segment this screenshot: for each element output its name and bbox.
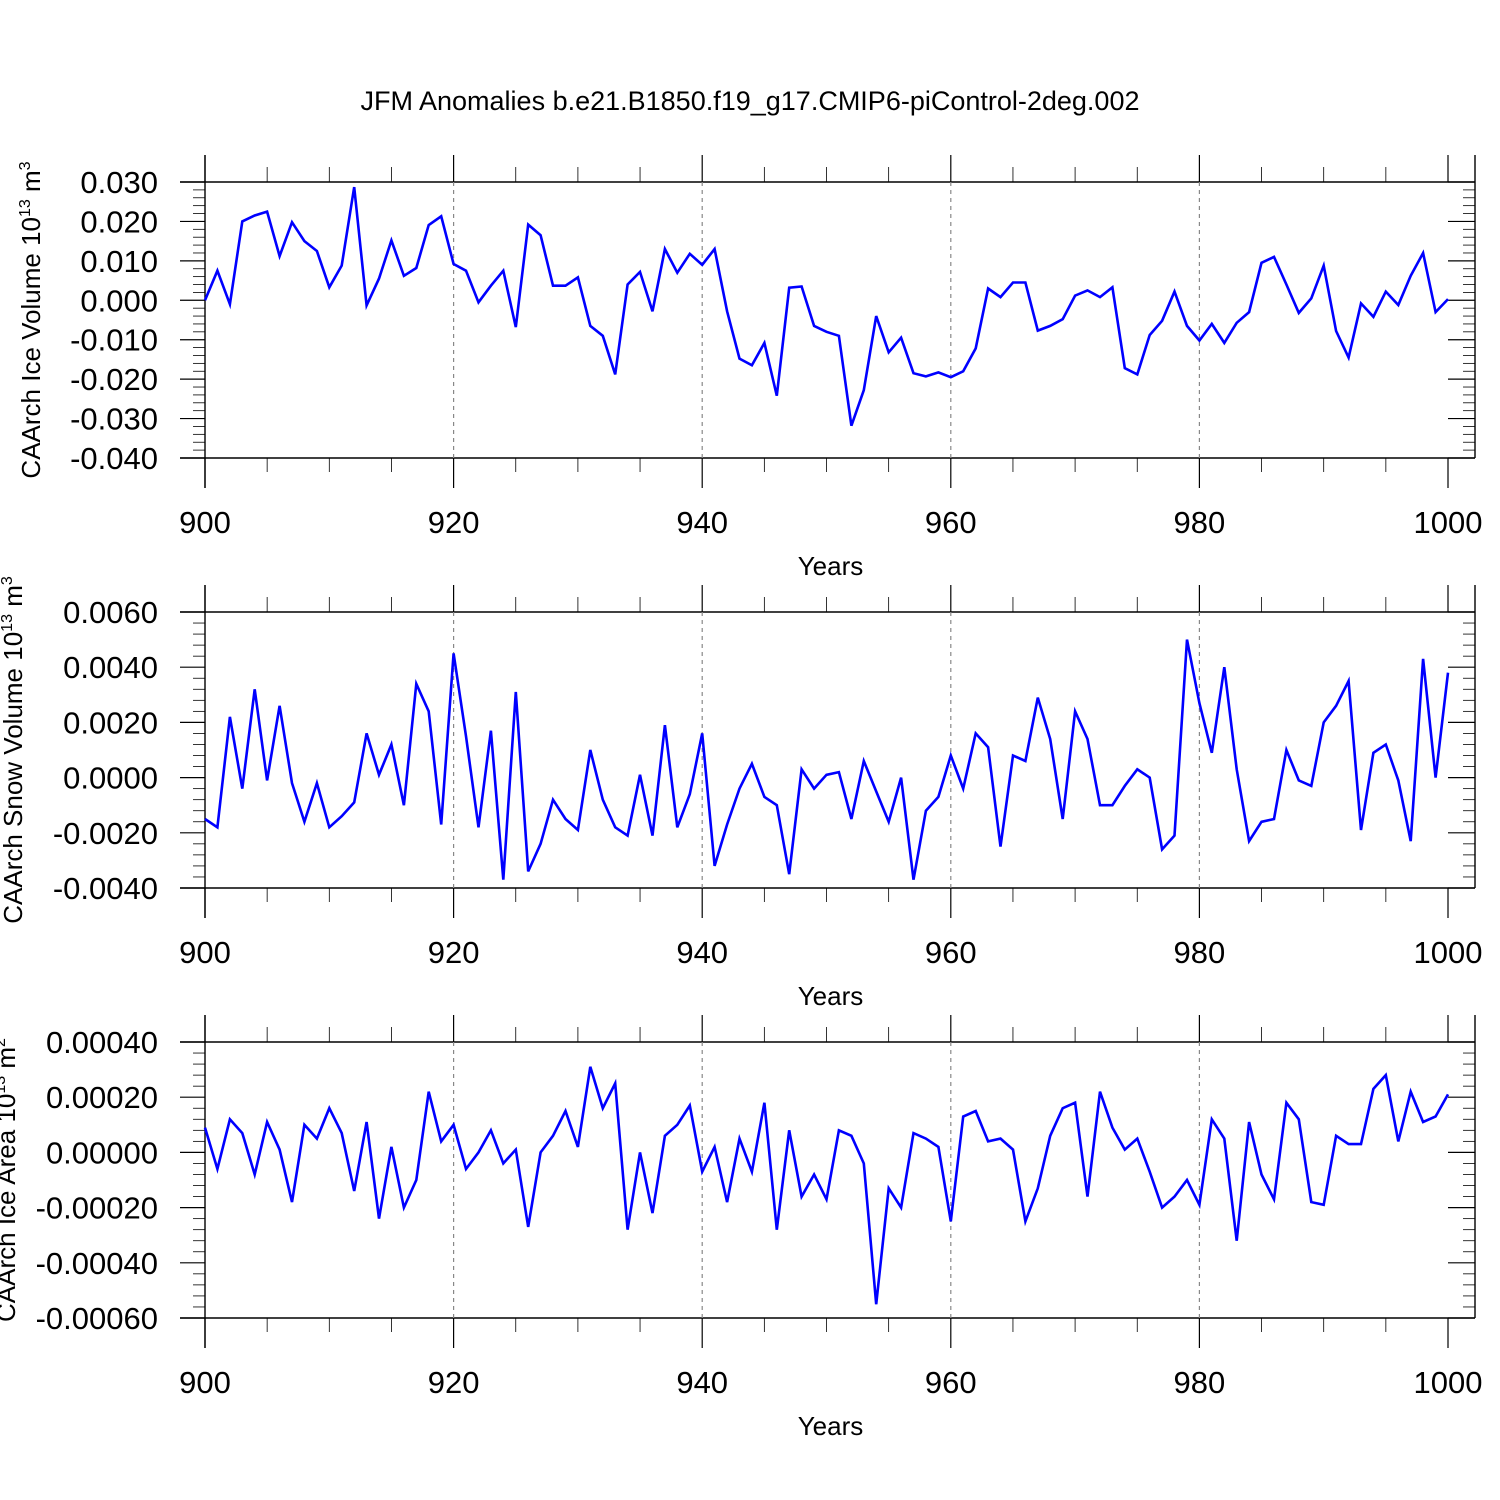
y-axis-label: CAArch Ice Area 1013 m2	[0, 1038, 21, 1322]
y-tick-label: 0.010	[80, 244, 158, 279]
x-tick-label: 960	[925, 505, 977, 540]
y-tick-label: -0.010	[70, 323, 158, 358]
x-tick-label: 920	[428, 505, 480, 540]
chart-title: JFM Anomalies b.e21.B1850.f19_g17.CMIP6-…	[361, 86, 1140, 116]
x-tick-label: 900	[179, 505, 231, 540]
y-axis-label: CAArch Ice Volume 1013 m3	[16, 161, 46, 478]
x-tick-label: 1000	[1414, 505, 1483, 540]
x-tick-label: 920	[428, 1365, 480, 1400]
y-tick-label: -0.00020	[36, 1191, 158, 1226]
y-axis-label-ylabel-unit: m	[0, 585, 28, 614]
chart-panel-1: 900 920 940 960 980 1000 0.030 0.020 0.010 0.000 -…	[16, 155, 1482, 581]
x-axis-label: Years	[798, 1411, 864, 1441]
x-tick-label: 900	[179, 1365, 231, 1400]
x-tick-label: 960	[925, 1365, 977, 1400]
y-tick-label: -0.020	[70, 362, 158, 397]
panels: 900 920 940 960 980 1000 0.030 0.020 0.010 0.000 -…	[0, 155, 1482, 1441]
chart-panel-2: 900 920 940 960 980 1000 0.0060 0.0040 0.0020 0.0…	[0, 576, 1482, 1011]
y-axis-label-ylabel-unit: m	[16, 170, 46, 199]
series-line	[203, 1066, 1450, 1305]
x-tick-label: 980	[1174, 1365, 1226, 1400]
series-line	[203, 186, 1449, 427]
x-axis-label: Years	[798, 981, 864, 1011]
y-tick-label: 0.00020	[46, 1080, 158, 1115]
y-axis-label-ylabel-prefix: CAArch Snow Volume 10	[0, 632, 28, 924]
y-tick-label: 0.0000	[63, 761, 158, 796]
y-tick-label: -0.030	[70, 402, 158, 437]
series-line	[204, 639, 1450, 880]
y-tick-label: 0.0020	[63, 705, 158, 740]
y-tick-label: 0.030	[80, 165, 158, 200]
y-axis-label-ylabel-prefix: CAArch Ice Area 10	[0, 1094, 21, 1322]
y-tick-label: 0.0060	[63, 595, 158, 630]
y-axis-label-ylabel-exp: 13	[17, 199, 34, 217]
x-tick-label: 940	[676, 1365, 728, 1400]
x-axis-label: Years	[798, 551, 864, 581]
y-axis-label-ylabel-unit-exp: 3	[17, 161, 34, 170]
x-tick-label: 940	[676, 505, 728, 540]
y-tick-label: 0.020	[80, 204, 158, 239]
y-axis-label-ylabel-unit-exp: 2	[0, 1038, 9, 1047]
y-tick-label: -0.0040	[53, 871, 158, 906]
y-axis-label-ylabel-exp: 13	[0, 1076, 9, 1094]
x-tick-label: 920	[428, 935, 480, 970]
y-tick-label: 0.00040	[46, 1025, 158, 1060]
y-tick-label: -0.00040	[36, 1246, 158, 1281]
chart-panel-3: 900 920 940 960 980 1000 0.00040 0.00020 0.00000…	[0, 1015, 1482, 1441]
x-tick-label: 940	[676, 935, 728, 970]
y-axis-label-ylabel-exp: 13	[0, 614, 16, 632]
y-tick-label: -0.0020	[53, 816, 158, 851]
x-tick-label: 1000	[1414, 1365, 1483, 1400]
y-tick-label: 0.000	[80, 283, 158, 318]
y-axis-label-ylabel-prefix: CAArch Ice Volume 10	[16, 217, 46, 479]
y-axis-label-ylabel-unit-exp: 3	[0, 576, 16, 585]
y-axis-label: CAArch Snow Volume 1013 m3	[0, 576, 28, 924]
x-tick-label: 900	[179, 935, 231, 970]
y-tick-label: -0.00060	[36, 1301, 158, 1336]
x-tick-label: 960	[925, 935, 977, 970]
x-tick-label: 980	[1174, 505, 1226, 540]
y-tick-label: 0.00000	[46, 1135, 158, 1170]
y-axis-label-ylabel-unit: m	[0, 1047, 21, 1076]
y-tick-label: -0.040	[70, 441, 158, 476]
y-tick-label: 0.0040	[63, 650, 158, 685]
x-tick-label: 980	[1174, 935, 1226, 970]
x-tick-label: 1000	[1414, 935, 1483, 970]
